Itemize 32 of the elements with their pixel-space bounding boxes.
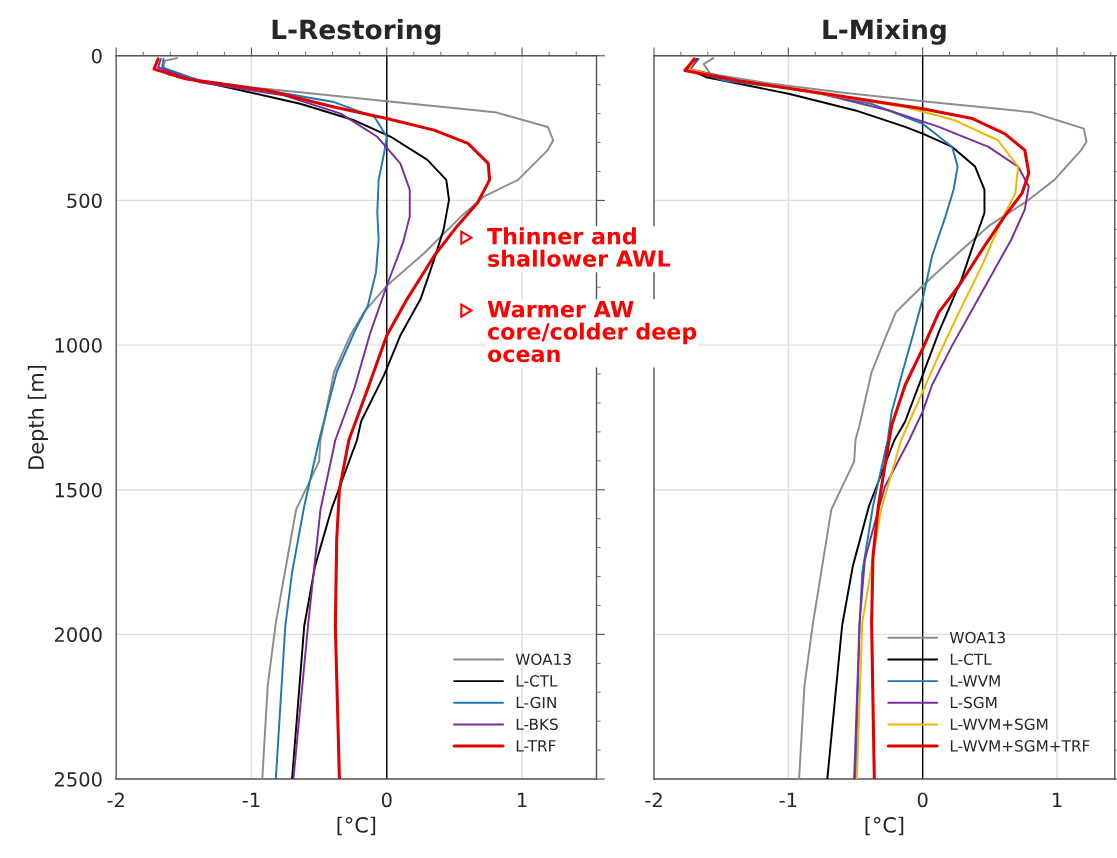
y-tick-label: 500: [67, 193, 102, 209]
x-tick-label: 0: [381, 792, 392, 808]
y-tick-label: 2000: [54, 627, 102, 643]
x-tick-label: -2: [645, 792, 662, 808]
legend-label: L-WVM: [950, 675, 1000, 687]
x-tick-label: -2: [107, 792, 124, 808]
legend-label: WOA13: [949, 631, 1005, 644]
x-tick-label: 0: [917, 792, 928, 808]
legend-label: L-GIN: [516, 696, 556, 709]
y-axis-title: Depth [m]: [27, 365, 48, 469]
x-tick-label: -1: [242, 792, 260, 808]
y-tick-label: 1500: [55, 482, 102, 498]
annotation: Warmer AW core/colder deep ocean: [487, 300, 697, 363]
legend-label: L-WVM+SGM+TRF: [950, 740, 1090, 752]
x-tick-label: 1: [518, 792, 527, 808]
y-tick-label: 2500: [54, 772, 102, 787]
legend-label: WOA13: [515, 653, 571, 666]
x-tick-label: -1: [779, 792, 797, 808]
y-tick-label: 0: [91, 48, 102, 64]
chart-title: L-Mixing: [823, 19, 946, 45]
y-tick-label: 1000: [55, 338, 102, 353]
legend-label: L-SGM: [950, 696, 997, 709]
legend-label: L-CTL: [516, 675, 558, 687]
annotation: Thinner and shallower AWL: [487, 227, 671, 267]
chart-title: L-Restoring: [272, 19, 441, 45]
legend-label: L-CTL: [950, 653, 992, 666]
x-axis-title: [°C]: [337, 816, 376, 836]
legend-label: L-BKS: [516, 718, 558, 730]
x-tick-label: 1: [1052, 792, 1062, 808]
x-axis-title: [°C]: [865, 816, 904, 836]
legend-label: L-WVM+SGM: [950, 718, 1048, 730]
legend-label: L-TRF: [516, 740, 556, 752]
